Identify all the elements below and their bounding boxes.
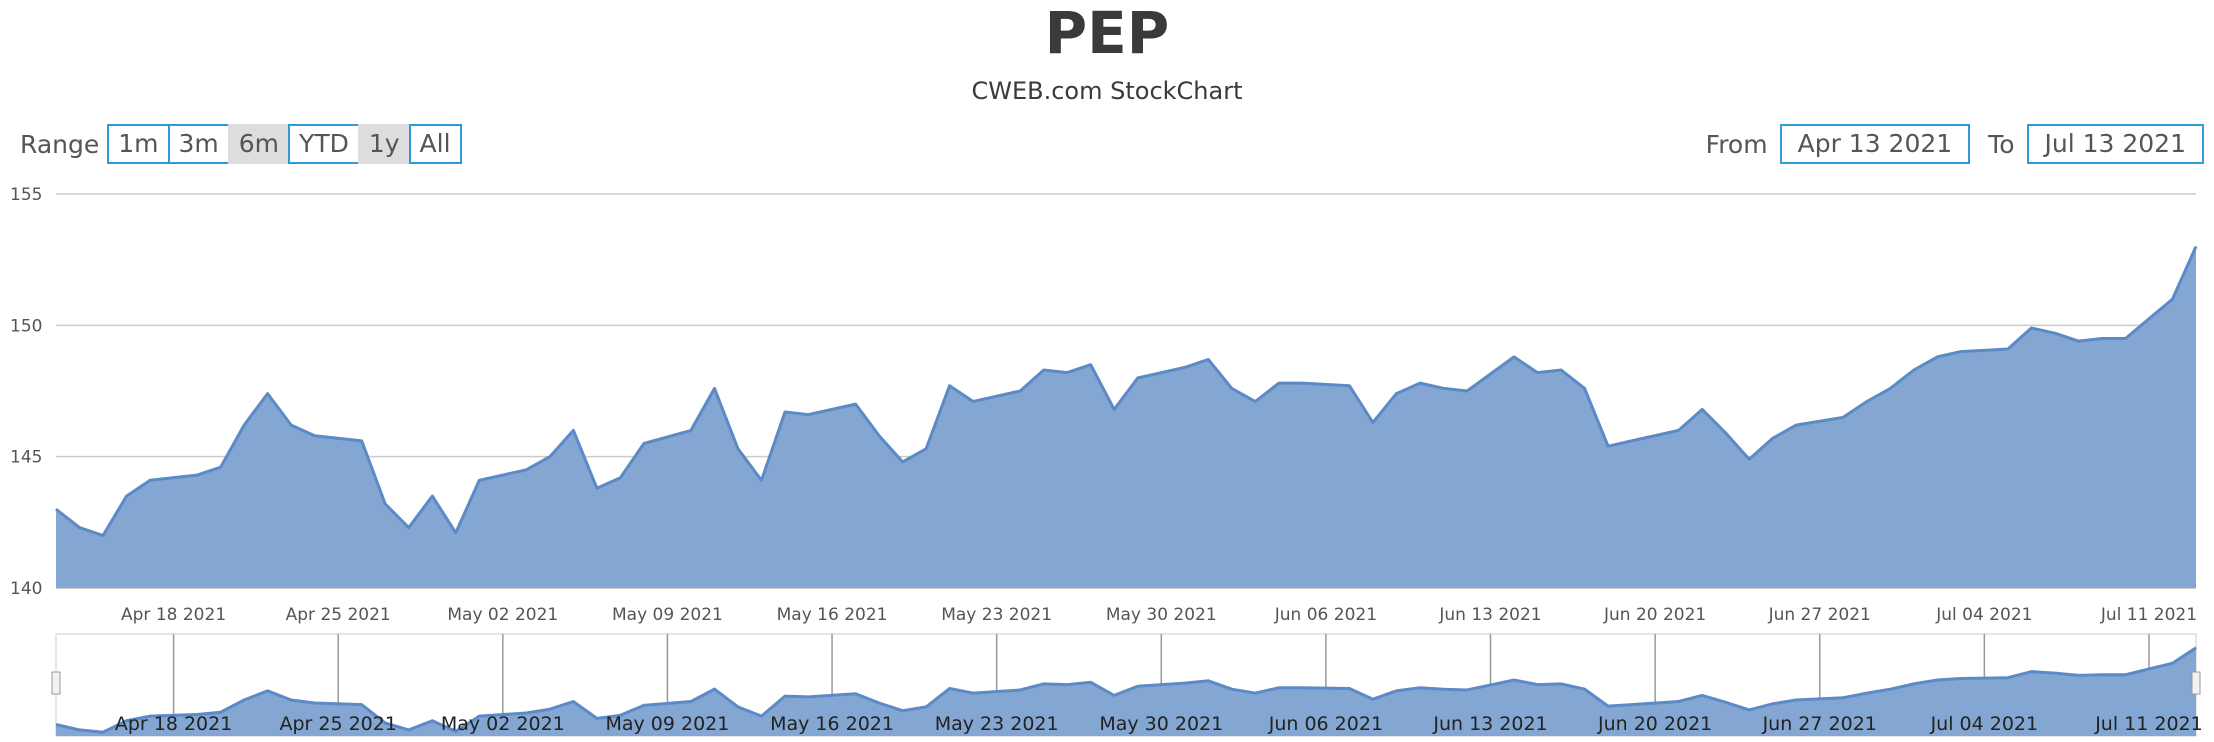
navigator-tick-label: May 09 2021 bbox=[605, 713, 729, 735]
price-area bbox=[55, 245, 2198, 588]
x-tick-label: Jun 13 2021 bbox=[1438, 605, 1541, 625]
navigator[interactable]: Apr 18 2021 Apr 25 2021 May 02 2021 May 09 … bbox=[51, 633, 2203, 737]
navigator-tick-label: Jul 04 2021 bbox=[1930, 713, 2039, 735]
y-tick-label: 140 bbox=[10, 579, 42, 599]
to-date-input[interactable]: Jul 13 2021 bbox=[2026, 124, 2204, 164]
x-tick-label: May 16 2021 bbox=[777, 605, 888, 625]
x-tick-label: Jul 04 2021 bbox=[1935, 605, 2032, 625]
range-button-ytd[interactable]: YTD bbox=[288, 124, 360, 164]
navigator-tick-label: Jun 13 2021 bbox=[1432, 713, 1547, 735]
range-button-1y[interactable]: 1y bbox=[357, 124, 411, 164]
range-button-6m[interactable]: 6m bbox=[227, 124, 291, 164]
x-tick-label: Jun 06 2021 bbox=[1274, 605, 1377, 625]
navigator-right-handle[interactable] bbox=[2191, 671, 2201, 695]
y-tick-label: 150 bbox=[10, 316, 42, 336]
navigator-tick-label: Jun 20 2021 bbox=[1597, 713, 1712, 735]
date-range-inputs: From Apr 13 2021 To Jul 13 2021 bbox=[1705, 124, 2204, 164]
x-tick-label: May 30 2021 bbox=[1106, 605, 1217, 625]
x-tick-label: Jul 11 2021 bbox=[2100, 605, 2197, 625]
x-axis-ticks: Apr 18 2021 Apr 25 2021 May 02 2021 May 09 … bbox=[121, 605, 2197, 625]
range-button-all[interactable]: All bbox=[408, 124, 462, 164]
price-line bbox=[55, 245, 2198, 537]
y-tick-label: 155 bbox=[10, 185, 42, 205]
navigator-tick-label: May 16 2021 bbox=[770, 713, 894, 735]
range-selector: Range 1m 3m 6m YTD 1y All bbox=[20, 124, 462, 164]
chart-subtitle: CWEB.com StockChart bbox=[971, 77, 1243, 105]
chart-title: PEP bbox=[1044, 0, 1170, 67]
range-label: Range bbox=[20, 129, 100, 159]
navigator-tick-label: Jun 06 2021 bbox=[1268, 713, 1383, 735]
x-tick-label: Jun 27 2021 bbox=[1768, 605, 1871, 625]
from-label: From bbox=[1705, 129, 1768, 159]
to-label: To bbox=[1988, 129, 2015, 159]
x-tick-label: May 02 2021 bbox=[447, 605, 558, 625]
from-date-input[interactable]: Apr 13 2021 bbox=[1779, 124, 1971, 164]
navigator-tick-label: May 23 2021 bbox=[935, 713, 1059, 735]
navigator-tick-label: Apr 25 2021 bbox=[279, 713, 396, 735]
navigator-line bbox=[55, 646, 2197, 734]
x-tick-label: May 23 2021 bbox=[941, 605, 1052, 625]
x-tick-label: Jun 20 2021 bbox=[1603, 605, 1706, 625]
x-tick-label: Apr 25 2021 bbox=[286, 605, 391, 625]
x-tick-label: Apr 18 2021 bbox=[121, 605, 226, 625]
navigator-left-handle[interactable] bbox=[51, 671, 61, 695]
navigator-tick-label: Jun 27 2021 bbox=[1762, 713, 1877, 735]
y-tick-label: 145 bbox=[10, 448, 42, 468]
x-tick-label: May 09 2021 bbox=[612, 605, 723, 625]
navigator-tick-label: Apr 18 2021 bbox=[115, 713, 232, 735]
navigator-tick-label: May 30 2021 bbox=[1099, 713, 1223, 735]
price-area-fill bbox=[56, 246, 2196, 588]
y-axis-ticks: 140 145 150 155 bbox=[10, 185, 42, 599]
navigator-tick-label: Jul 11 2021 bbox=[2094, 713, 2203, 735]
navigator-tick-label: May 02 2021 bbox=[441, 713, 565, 735]
range-button-3m[interactable]: 3m bbox=[167, 124, 230, 164]
